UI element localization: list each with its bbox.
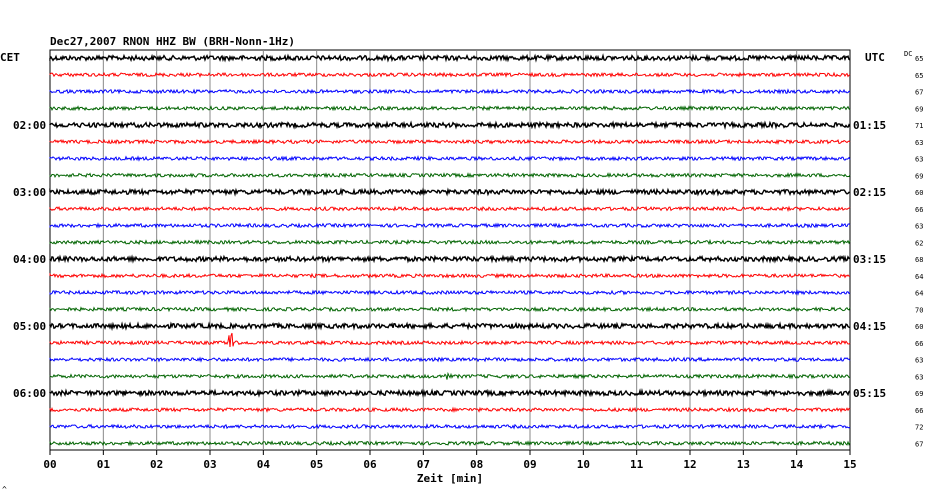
cet-hour-label: 06:00	[13, 387, 46, 400]
trace-line	[49, 289, 851, 296]
hour-labels: 02:00 03:00 04:00 05:00 06:00 01:15 02:15 03:15…	[13, 119, 886, 400]
trace-line	[49, 53, 851, 63]
trace-line	[49, 423, 851, 430]
x-tick-label: 02	[150, 458, 163, 471]
trace-line	[49, 155, 851, 162]
x-tick-label: 01	[97, 458, 111, 471]
trace-line	[49, 138, 851, 145]
x-tick-label: 15	[843, 458, 856, 471]
cet-hour-label: 02:00	[13, 119, 46, 132]
trace-line	[49, 406, 851, 414]
dc-value: 69	[915, 105, 923, 113]
plot-frame	[49, 49, 851, 451]
trace-line	[49, 371, 851, 380]
x-tick-label: 14	[790, 458, 804, 471]
utc-hour-label: 02:15	[853, 186, 886, 199]
x-tick-label: 03	[203, 458, 216, 471]
x-tick-label: 07	[417, 458, 430, 471]
x-axis-label: Zeit [min]	[417, 472, 483, 485]
dc-value: 60	[915, 189, 923, 197]
trace-line	[49, 238, 851, 246]
trace-line	[49, 187, 851, 197]
x-tick-label: 11	[630, 458, 644, 471]
dc-value: 67	[915, 440, 923, 448]
x-tick-label: 05	[310, 458, 323, 471]
dc-value: 69	[915, 390, 923, 398]
utc-hour-label: 03:15	[853, 253, 886, 266]
cet-hour-label: 03:00	[13, 186, 46, 199]
traces	[49, 53, 851, 447]
dc-value: 63	[915, 357, 923, 365]
dc-value: 71	[915, 122, 923, 130]
dc-value: 63	[915, 139, 923, 147]
dc-value: 72	[915, 424, 923, 432]
dc-value: 63	[915, 223, 923, 231]
dc-value: 64	[915, 273, 923, 281]
cet-hour-label: 04:00	[13, 253, 46, 266]
dc-value: 63	[915, 156, 923, 164]
trace-line	[49, 332, 851, 347]
dc-value: 60	[915, 323, 923, 331]
x-tick-label: 08	[470, 458, 483, 471]
trace-line	[49, 356, 851, 363]
cet-hour-label: 05:00	[13, 320, 46, 333]
trace-line	[49, 71, 851, 78]
chart-title: Dec27,2007 RNON HHZ BW (BRH-Nonn-1Hz)	[50, 35, 295, 48]
dc-value: 64	[915, 290, 923, 298]
grid-lines	[102, 50, 798, 450]
dc-values: 65 65 67 69 71 63 63 69 60 66 63 62 68 64 64 70 60 66 63 63…	[915, 55, 923, 448]
x-tick-label: 10	[577, 458, 590, 471]
dc-value: 65	[915, 55, 923, 63]
utc-hour-label: 05:15	[853, 387, 886, 400]
x-axis-ticks: 00 01 02 03 04 05 06 07 08 09 10 11 12 13 14 15	[43, 450, 857, 471]
x-tick-label: 00	[43, 458, 56, 471]
dc-value: 66	[915, 407, 923, 415]
cet-axis-label: CET	[0, 51, 20, 64]
trace-line	[49, 120, 851, 130]
dc-value: 66	[915, 340, 923, 348]
trace-line	[49, 306, 851, 313]
dc-value: 70	[915, 306, 923, 314]
dc-value: 62	[915, 239, 923, 247]
dc-value: 65	[915, 72, 923, 80]
dc-value: 63	[915, 373, 923, 381]
trace-line	[49, 439, 851, 447]
utc-axis-label: UTC	[865, 51, 885, 64]
dc-value: 69	[915, 172, 923, 180]
footer-mark: ^	[2, 485, 7, 494]
trace-line	[49, 205, 851, 212]
trace-line	[49, 222, 851, 229]
dc-value: 66	[915, 206, 923, 214]
trace-line	[49, 105, 851, 112]
x-tick-label: 04	[257, 458, 271, 471]
trace-line	[49, 254, 851, 264]
utc-hour-label: 01:15	[853, 119, 886, 132]
trace-line	[49, 388, 851, 398]
trace-line	[49, 272, 851, 279]
x-tick-label: 13	[737, 458, 750, 471]
dc-value: 67	[915, 89, 923, 97]
x-tick-label: 06	[363, 458, 377, 471]
dc-label: DC	[904, 50, 912, 58]
dc-value: 68	[915, 256, 923, 264]
x-tick-label: 09	[523, 458, 536, 471]
x-tick-label: 12	[683, 458, 696, 471]
trace-line	[49, 88, 851, 95]
trace-line	[49, 172, 851, 179]
utc-hour-label: 04:15	[853, 320, 886, 333]
trace-line	[49, 321, 851, 332]
